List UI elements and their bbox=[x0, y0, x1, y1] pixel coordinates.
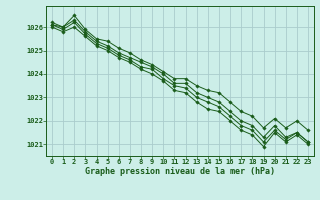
X-axis label: Graphe pression niveau de la mer (hPa): Graphe pression niveau de la mer (hPa) bbox=[85, 167, 275, 176]
